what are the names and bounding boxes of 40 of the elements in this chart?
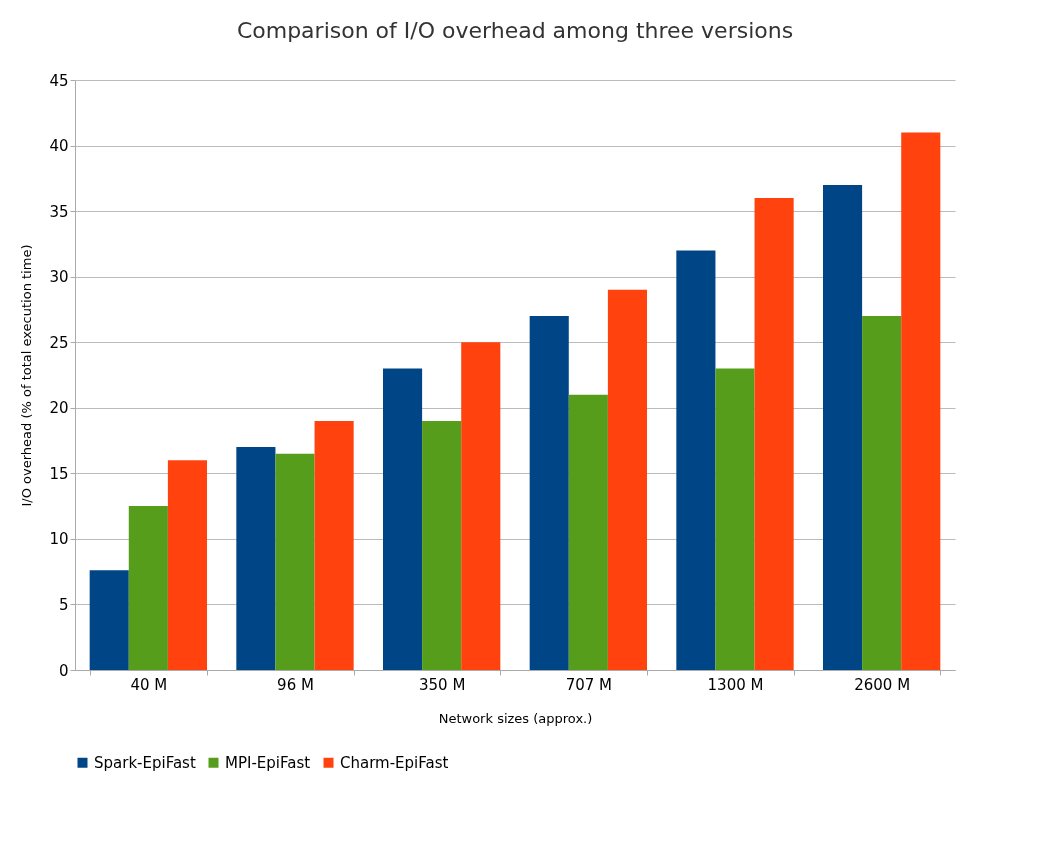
x-tick-label: 707 M bbox=[565, 675, 613, 694]
bar bbox=[715, 368, 755, 670]
bar bbox=[862, 316, 902, 670]
x-tick-label: 1300 M bbox=[707, 675, 764, 694]
x-tick-label: 96 M bbox=[277, 675, 314, 694]
bar bbox=[128, 506, 168, 670]
bar bbox=[236, 447, 276, 670]
bar bbox=[754, 198, 794, 670]
x-tick-label: 350 M bbox=[418, 675, 466, 694]
y-tick-label: 45 bbox=[49, 71, 69, 90]
bar bbox=[676, 250, 716, 670]
x-tick-label: 2600 M bbox=[854, 675, 911, 694]
bar bbox=[461, 342, 501, 670]
y-tick-label: 35 bbox=[49, 202, 69, 221]
y-tick-label: 25 bbox=[49, 333, 69, 352]
x-axis-title: Network sizes (approx.) bbox=[438, 710, 593, 726]
bar bbox=[314, 420, 354, 670]
y-tick-label: 20 bbox=[49, 399, 69, 418]
y-tick-label: 10 bbox=[49, 530, 69, 549]
bar bbox=[383, 368, 423, 670]
legend-label: Charm-EpiFast bbox=[340, 753, 449, 772]
chart-title: Comparison of I/O overhead among three versions bbox=[236, 18, 794, 43]
legend-label: Spark-EpiFast bbox=[94, 753, 196, 772]
bar bbox=[89, 570, 129, 670]
bar bbox=[823, 184, 863, 670]
y-tick-label: 0 bbox=[58, 661, 69, 680]
bar bbox=[568, 394, 608, 670]
y-axis-title: I/O overhead (% of total execution time) bbox=[19, 244, 35, 507]
bar bbox=[529, 316, 569, 670]
bar bbox=[901, 132, 941, 670]
y-tick-label: 40 bbox=[49, 137, 69, 156]
legend-label: MPI-EpiFast bbox=[225, 753, 311, 772]
bar bbox=[607, 289, 647, 670]
bar bbox=[422, 420, 462, 670]
bar bbox=[167, 460, 207, 670]
x-tick-label: 40 M bbox=[130, 675, 168, 694]
y-tick-label: 15 bbox=[49, 464, 69, 483]
bar bbox=[275, 453, 315, 670]
y-tick-label: 30 bbox=[49, 268, 69, 287]
y-tick-label: 5 bbox=[58, 595, 69, 614]
